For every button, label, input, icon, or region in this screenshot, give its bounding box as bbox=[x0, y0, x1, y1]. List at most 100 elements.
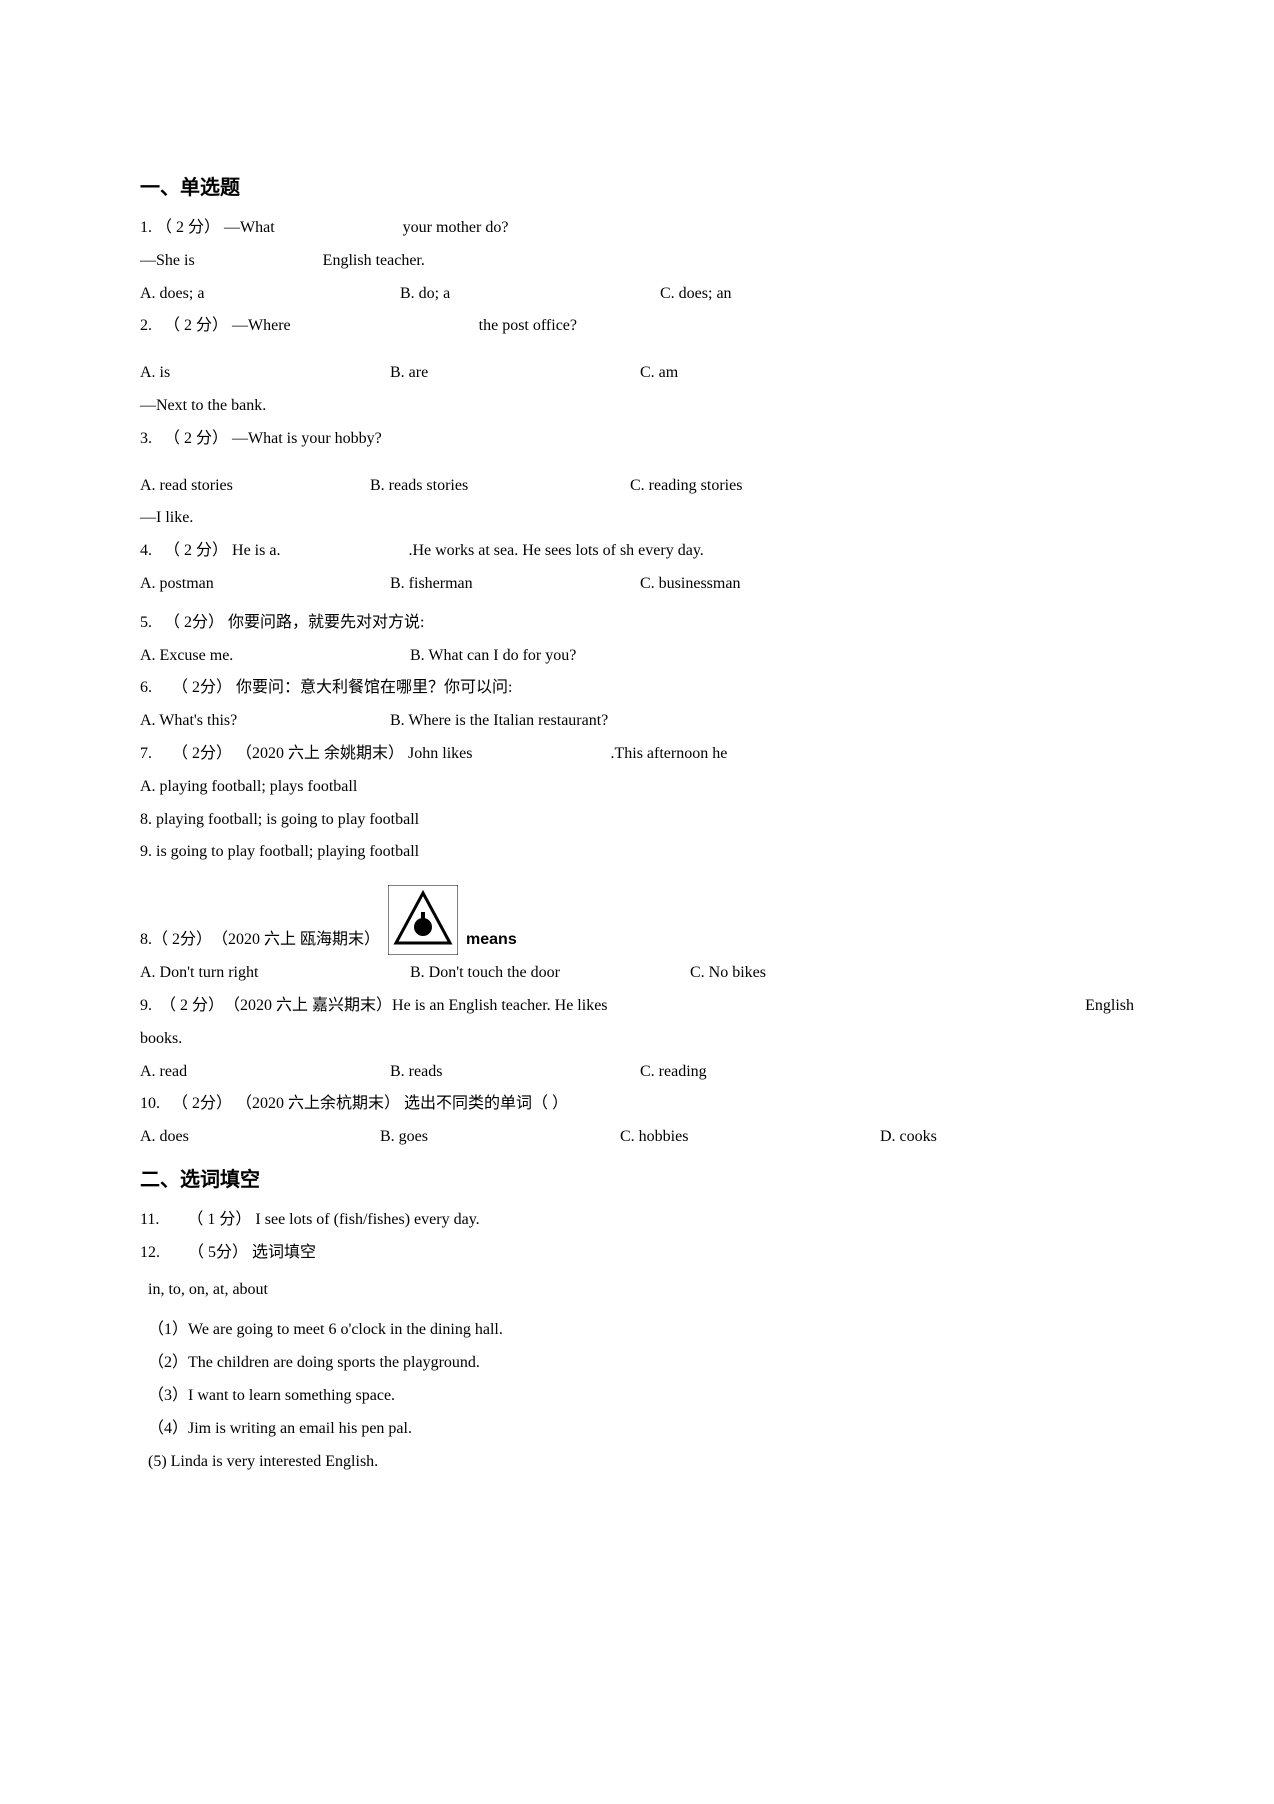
q11-line1: 11. （ 1 分） I see lots of (fish/fishes) e… bbox=[140, 1206, 1134, 1235]
q7-source: （2020 六上 余姚期末） bbox=[236, 745, 404, 762]
q8-line1: 8. （ 2分） （2020 六上 瓯海期末） means bbox=[140, 885, 1134, 955]
q1-number: 1. bbox=[140, 219, 152, 236]
q12-sub-1: （1）We are going to meet 6 o'clock in the… bbox=[140, 1316, 1134, 1345]
q12-wordbox: in, to, on, at, about bbox=[148, 1272, 1134, 1309]
q3-number: 3. bbox=[140, 430, 152, 447]
q9-line2: books. bbox=[140, 1025, 1134, 1054]
q3-opt-b: B. reads stories bbox=[370, 472, 630, 501]
q2-opt-b: B. are bbox=[390, 359, 640, 388]
q8-source: （2020 六上 瓯海期末） bbox=[212, 926, 380, 955]
q9-blank-1 bbox=[608, 992, 1086, 1021]
q3-opt-c: C. reading stories bbox=[630, 472, 742, 501]
q2-spacer bbox=[140, 345, 1134, 359]
q8-number: 8. bbox=[140, 926, 152, 955]
q3-options: A. read stories B. reads stories C. read… bbox=[140, 472, 1134, 501]
q2-options: A. is B. are C. am bbox=[140, 359, 1134, 388]
q2-prompt-b: the post office? bbox=[479, 317, 577, 334]
q6-prompt: 你要问：意大利餐馆在哪里？你可以问: bbox=[236, 679, 512, 696]
q7-opt-a: A. playing football; plays football bbox=[140, 773, 1134, 802]
q8-opt-a: A. Don't turn right bbox=[140, 959, 410, 988]
q9-opt-c: C. reading bbox=[640, 1058, 707, 1087]
q3-line2: —I like. bbox=[140, 504, 1134, 533]
q5-number: 5. bbox=[140, 614, 152, 631]
warning-sign-icon bbox=[388, 885, 458, 955]
q2-prompt-a: —Where bbox=[232, 317, 291, 334]
q4-prompt-b: .He works at sea. He sees lots of sh eve… bbox=[408, 542, 703, 559]
q7-prompt-b: .This afternoon he bbox=[610, 745, 727, 762]
q4-line1: 4. （ 2 分） He is a. .He works at sea. He … bbox=[140, 537, 1134, 566]
q5-line1: 5. （ 2分） 你要问路，就要先对对方说: bbox=[140, 609, 1134, 638]
q12-sub-4: （4）Jim is writing an email his pen pal. bbox=[140, 1415, 1134, 1444]
q2-points: （ 2 分） bbox=[164, 317, 228, 334]
q10-options: A. does B. goes C. hobbies D. cooks bbox=[140, 1123, 1134, 1152]
q3-opt-a: A. read stories bbox=[140, 472, 370, 501]
q3-spacer bbox=[140, 458, 1134, 472]
q9-opt-b: B. reads bbox=[390, 1058, 640, 1087]
q4-opt-b: B. fisherman bbox=[390, 570, 640, 599]
q7-prompt-a: John likes bbox=[408, 745, 472, 762]
q11-points: （ 1 分） bbox=[187, 1211, 251, 1228]
q9-opt-a: A. read bbox=[140, 1058, 390, 1087]
q1-prompt-a: —What bbox=[224, 219, 275, 236]
q12-sub-3: （3）I want to learn something space. bbox=[140, 1382, 1134, 1411]
q7-opt-b: 8. playing football; is going to play fo… bbox=[140, 806, 1134, 835]
q2-opt-c: C. am bbox=[640, 359, 678, 388]
q3-line1: 3. （ 2 分） —What is your hobby? bbox=[140, 425, 1134, 454]
q4-options: A. postman B. fisherman C. businessman bbox=[140, 570, 1134, 599]
q5-points: （ 2分） bbox=[164, 614, 224, 631]
q8-opt-c: C. No bikes bbox=[690, 959, 766, 988]
q10-source: （2020 六上余杭期末） bbox=[236, 1095, 400, 1112]
q9-options: A. read B. reads C. reading bbox=[140, 1058, 1134, 1087]
q1-opt-a: A. does; a bbox=[140, 280, 400, 309]
q10-opt-a: A. does bbox=[140, 1123, 380, 1152]
q6-opt-a: A. What's this? bbox=[140, 707, 390, 736]
q3-prompt: —What is your hobby? bbox=[232, 430, 382, 447]
q5-options: A. Excuse me. B. What can I do for you? bbox=[140, 642, 1134, 671]
q11-number: 11. bbox=[140, 1211, 159, 1228]
q4-prompt-a: He is a. bbox=[232, 542, 280, 559]
q9-source: （2020 六上 嘉兴期末） bbox=[224, 992, 392, 1021]
q9-points: （ 2 分） bbox=[160, 992, 224, 1021]
q4-opt-c: C. businessman bbox=[640, 570, 740, 599]
q1-prompt-b: your mother do? bbox=[403, 219, 509, 236]
q10-opt-b: B. goes bbox=[380, 1123, 620, 1152]
q12-line1: 12. （ 5分） 选词填空 bbox=[140, 1239, 1134, 1268]
q2-line1: 2. （ 2 分） —Where the post office? bbox=[140, 312, 1134, 341]
q8-options: A. Don't turn right B. Don't touch the d… bbox=[140, 959, 1134, 988]
q9-prompt-b: English bbox=[1085, 992, 1134, 1021]
q1-opt-b: B. do; a bbox=[400, 280, 660, 309]
q1-line1: 1. （ 2 分） —What your mother do? bbox=[140, 214, 1134, 243]
q7-line1: 7. （ 2分） （2020 六上 余姚期末） John likes .This… bbox=[140, 740, 1134, 769]
q10-points: （ 2分） bbox=[172, 1095, 232, 1112]
q9-number: 9. bbox=[140, 992, 152, 1021]
q1-line2: —She is English teacher. bbox=[140, 247, 1134, 276]
q12-points: （ 5分） bbox=[188, 1244, 248, 1261]
q12-sub-2: （2）The children are doing sports the pla… bbox=[140, 1349, 1134, 1378]
q6-opt-b: B. Where is the Italian restaurant? bbox=[390, 707, 608, 736]
worksheet-page: 一、单选题 1. （ 2 分） —What your mother do? —S… bbox=[0, 0, 1274, 1540]
q12-prompt: 选词填空 bbox=[252, 1244, 316, 1261]
q8-points: （ 2分） bbox=[152, 926, 212, 955]
q10-number: 10. bbox=[140, 1095, 160, 1112]
q12-number: 12. bbox=[140, 1244, 160, 1261]
q6-number: 6. bbox=[140, 679, 152, 696]
q1-opt-c: C. does; an bbox=[660, 280, 732, 309]
q10-opt-c: C. hobbies bbox=[620, 1123, 880, 1152]
q10-prompt: 选出不同类的单词（ ） bbox=[404, 1095, 568, 1112]
q2-line2: —Next to the bank. bbox=[140, 392, 1134, 421]
q4-number: 4. bbox=[140, 542, 152, 559]
q9-prompt-a: He is an English teacher. He likes bbox=[392, 992, 608, 1021]
q7-opt-c: 9. is going to play football; playing fo… bbox=[140, 838, 1134, 867]
q3-points: （ 2 分） bbox=[164, 430, 228, 447]
q8-opt-b: B. Don't touch the door bbox=[410, 959, 690, 988]
q4-points: （ 2 分） bbox=[164, 542, 228, 559]
q6-line1: 6. （ 2分） 你要问：意大利餐馆在哪里？你可以问: bbox=[140, 674, 1134, 703]
q6-points: （ 2分） bbox=[172, 679, 232, 696]
q1-options: A. does; a B. do; a C. does; an bbox=[140, 280, 1134, 309]
q7-number: 7. bbox=[140, 745, 152, 762]
q11-prompt: I see lots of (fish/fishes) every day. bbox=[255, 1211, 479, 1228]
q8-pre-spacer bbox=[140, 871, 1134, 885]
section-2-title: 二、选词填空 bbox=[140, 1162, 1134, 1198]
q7-points: （ 2分） bbox=[172, 745, 232, 762]
q12-sub-5: (5) Linda is very interested English. bbox=[140, 1448, 1134, 1477]
